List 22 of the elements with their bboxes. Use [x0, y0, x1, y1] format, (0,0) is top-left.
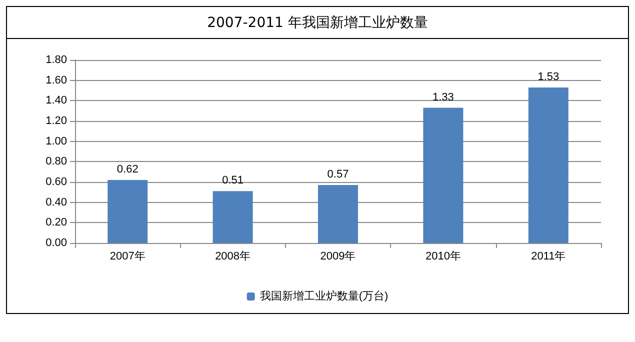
x-tick-label: 2010年: [425, 250, 461, 262]
text: 1.20: [46, 115, 67, 127]
x-tick-label: 2007年: [110, 250, 146, 262]
chart-title: 2007-2011 年我国新增工业炉数量: [6, 6, 629, 39]
x-tick-label: 2011年: [531, 250, 566, 262]
legend-label: 我国新增工业炉数量(万台): [260, 290, 388, 302]
text: 0.00: [46, 237, 67, 249]
text: 1.60: [46, 74, 67, 86]
text: 1.00: [46, 135, 67, 148]
data-label: 0.51: [222, 174, 244, 187]
text: 0.60: [46, 176, 67, 188]
text: 1.80: [46, 54, 67, 66]
text: 1.40: [46, 94, 67, 107]
data-label: 1.53: [538, 70, 560, 83]
x-tick-label: 2009年: [320, 250, 356, 262]
text: 0.80: [46, 156, 67, 168]
x-tick-label: 2008年: [215, 250, 251, 262]
data-label: 0.62: [116, 163, 138, 176]
text: 0.20: [46, 216, 67, 229]
data-label: 0.57: [327, 168, 349, 181]
text: 0.40: [46, 196, 67, 208]
data-label: 1.33: [432, 91, 454, 104]
